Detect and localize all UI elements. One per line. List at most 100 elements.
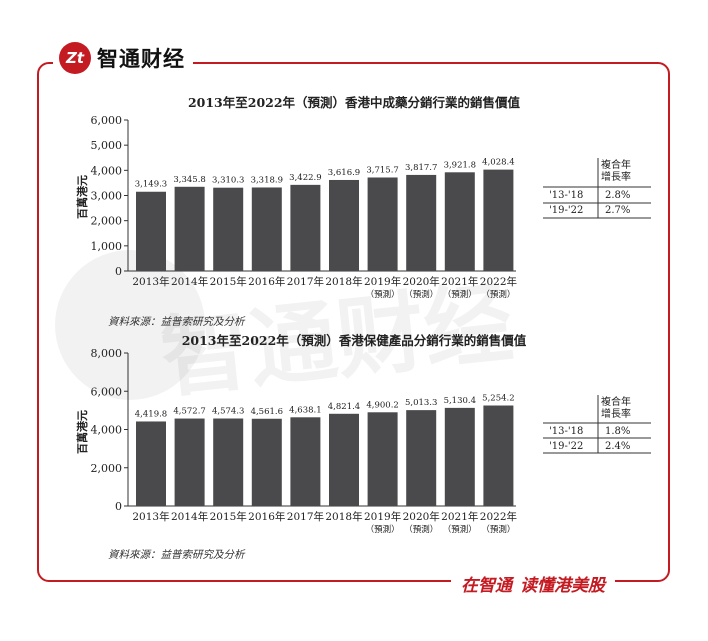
cagr-header: 複合年增長率	[601, 160, 631, 183]
x-tick-label: 2013年	[132, 275, 169, 288]
x-tick-label: 2021年	[441, 510, 478, 523]
chart-2-title: 2013年至2022年（預測）香港保健產品分銷行業的銷售價值	[181, 333, 527, 348]
bar	[213, 418, 244, 506]
y-tick-label: 3,000	[91, 190, 123, 203]
bar	[483, 405, 514, 506]
y-tick-label: 4,000	[91, 424, 123, 437]
cagr-rate: 2.7%	[605, 205, 631, 216]
x-tick-note: （預測）	[366, 524, 400, 535]
bar	[136, 421, 166, 506]
bar-value-label: 5,013.3	[405, 398, 437, 408]
y-tick-label: 1,000	[91, 240, 123, 253]
bar-value-label: 4,572.7	[173, 407, 205, 417]
x-tick-label: 2018年	[325, 275, 362, 288]
chart-2-source: 資料來源：益普索研究及分析	[108, 549, 245, 561]
y-tick-label: 6,000	[91, 114, 123, 127]
x-tick-label: 2019年	[364, 275, 401, 288]
bar-value-label: 4,821.4	[328, 402, 360, 412]
y-tick-label: 0	[115, 500, 122, 513]
x-tick-label: 2017年	[287, 275, 324, 288]
bar	[213, 187, 244, 271]
bar-value-label: 3,921.8	[444, 160, 476, 170]
y-axis-label: 百萬港元	[75, 410, 89, 454]
bar-value-label: 5,130.4	[444, 396, 476, 406]
cagr-period: '13-'18	[549, 190, 584, 201]
bar	[406, 174, 437, 271]
cagr-period: '19-'22	[549, 441, 584, 452]
x-tick-note: （預測）	[366, 289, 400, 300]
x-tick-note: （預測）	[404, 524, 438, 535]
bar	[174, 186, 205, 271]
bar-value-label: 3,345.8	[173, 175, 205, 185]
y-tick-label: 8,000	[91, 347, 123, 360]
bar-value-label: 4,900.2	[366, 400, 398, 410]
chart-1-title: 2013年至2022年（預測）香港中成藥分銷行業的銷售價值	[187, 95, 521, 110]
bar	[329, 413, 359, 506]
cagr-rate: 2.8%	[605, 190, 631, 201]
bar-value-label: 4,561.6	[251, 407, 283, 417]
y-tick-label: 2,000	[91, 215, 123, 228]
bar	[406, 410, 437, 506]
bar	[367, 412, 398, 506]
bar	[290, 184, 321, 271]
bar-value-label: 3,616.9	[328, 168, 360, 178]
y-tick-label: 0	[115, 265, 122, 278]
bar-value-label: 4,028.4	[482, 158, 514, 168]
cagr-rate: 2.4%	[605, 441, 631, 452]
x-tick-note: （預測）	[404, 289, 438, 300]
bar	[251, 187, 282, 271]
x-tick-label: 2019年	[364, 510, 401, 523]
x-tick-label: 2013年	[132, 510, 169, 523]
x-tick-label: 2016年	[248, 510, 285, 523]
slogan-right: 读懂港美股	[520, 575, 605, 596]
brand-slogan: 在智通 读懂港美股	[451, 566, 615, 600]
x-tick-note: （預測）	[443, 289, 477, 300]
bar	[483, 169, 514, 271]
cagr-row: '19-'22 2.7%	[543, 205, 653, 219]
y-axis-label: 百萬港元	[75, 175, 89, 219]
bar	[136, 191, 166, 271]
brand-header: Zt 智通财经	[53, 40, 193, 76]
x-tick-label: 2015年	[210, 275, 247, 288]
x-tick-note: （預測）	[443, 524, 477, 535]
brand-name: 智通财经	[97, 47, 185, 71]
bar-value-label: 4,574.3	[212, 407, 244, 417]
x-tick-label: 2014年	[171, 510, 208, 523]
bar	[367, 177, 398, 271]
chart-1-source: 資料來源：益普索研究及分析	[108, 316, 245, 328]
x-tick-label: 2022年	[480, 510, 517, 523]
cagr-row: '13-'18 1.8%	[543, 426, 653, 440]
y-tick-label: 2,000	[91, 462, 123, 475]
bar-value-label: 4,419.8	[135, 409, 167, 419]
x-tick-label: 2015年	[210, 510, 247, 523]
slogan-left: 在智通	[461, 575, 512, 596]
bar-value-label: 3,149.3	[135, 180, 167, 190]
watermark-logo	[55, 250, 205, 400]
x-tick-note: （預測）	[481, 289, 515, 300]
bar-value-label: 3,715.7	[366, 165, 398, 175]
y-tick-label: 6,000	[91, 385, 123, 398]
x-tick-label: 2014年	[171, 275, 208, 288]
x-tick-label: 2022年	[480, 275, 517, 288]
bar-value-label: 5,254.2	[482, 394, 514, 404]
brand-logo-icon: Zt	[59, 42, 91, 74]
x-tick-label: 2016年	[248, 275, 285, 288]
cagr-header: 複合年增長率	[601, 397, 631, 420]
x-tick-label: 2017年	[287, 510, 324, 523]
cagr-period: '19-'22	[549, 205, 584, 216]
x-tick-label: 2018年	[325, 510, 362, 523]
bar-value-label: 3,817.7	[405, 163, 437, 173]
bar-value-label: 3,422.9	[289, 173, 321, 183]
cagr-row: '13-'18 2.8%	[543, 190, 653, 204]
cagr-row: '19-'22 2.4%	[543, 441, 653, 455]
cagr-rate: 1.8%	[605, 426, 631, 437]
bar	[444, 407, 475, 506]
x-tick-label: 2020年	[403, 275, 440, 288]
content-frame	[37, 62, 670, 582]
bar-value-label: 3,318.9	[251, 175, 283, 185]
bar-value-label: 3,310.3	[212, 176, 244, 186]
x-tick-label: 2020年	[403, 510, 440, 523]
bar	[251, 418, 282, 506]
